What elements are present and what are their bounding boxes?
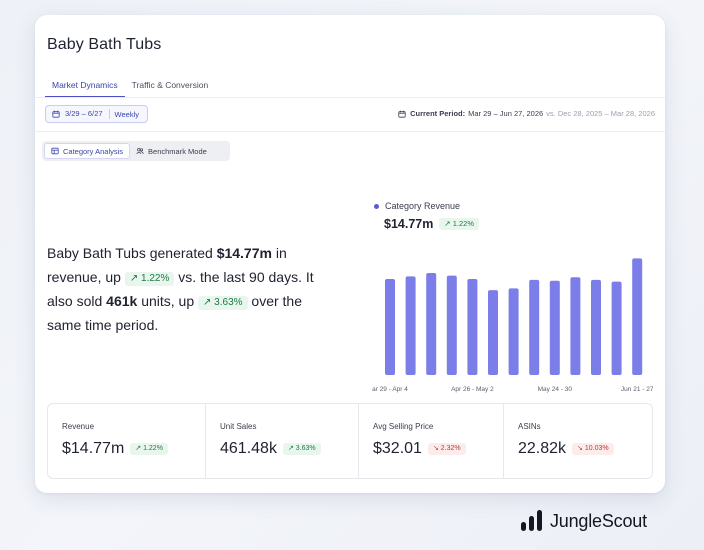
- revenue-bar: [488, 290, 498, 375]
- summary-part: over the same time period.: [47, 293, 303, 333]
- metric-change-badge: ↘ 2.32%: [427, 443, 466, 455]
- summary-part: vs. the last 90 days. It also sold: [47, 269, 314, 309]
- benchmark-mode-button[interactable]: Benchmark Mode: [130, 143, 213, 159]
- summary-units-change-badge: ↗ 3.63%: [198, 296, 248, 310]
- category-analysis-button[interactable]: Category Analysis: [44, 143, 131, 159]
- revenue-bar: [405, 276, 416, 375]
- chart-legend: Category Revenue: [374, 201, 460, 211]
- junglescout-logo-icon: [521, 510, 542, 531]
- table-icon: [51, 147, 59, 155]
- summary-part: Baby Bath Tubs generated: [47, 245, 217, 261]
- metric-value-row: 22.82k ↘ 10.03%: [518, 440, 614, 458]
- revenue-bar: [611, 281, 622, 375]
- metric-value-row: 461.48k ↗ 3.63%: [220, 440, 321, 458]
- metric-label: Avg Selling Price: [373, 422, 434, 431]
- category-analysis-label: Category Analysis: [63, 146, 124, 156]
- tab-market-dynamics[interactable]: Market Dynamics: [45, 77, 125, 98]
- date-range-picker[interactable]: 3/29 – 6/27 Weekly: [45, 105, 148, 123]
- metric-change-badge: ↗ 3.63%: [282, 443, 321, 455]
- revenue-bar: [632, 258, 643, 375]
- calendar-icon: [398, 110, 406, 118]
- filters-divider: [35, 131, 665, 132]
- tab-bar: Market Dynamics Traffic & Conversion: [45, 77, 215, 98]
- x-tick-label: ar 29 - Apr 4: [372, 386, 408, 393]
- metric-value: $14.77m: [62, 440, 125, 457]
- metrics-row: Revenue $14.77m ↗ 1.22% Unit Sales 461.4…: [47, 403, 653, 479]
- compare-period-value: vs. Dec 28, 2025 – Mar 28, 2026: [546, 109, 655, 118]
- revenue-bar: [467, 279, 478, 375]
- page-title: Baby Bath Tubs: [47, 36, 162, 53]
- metric-value: $32.01: [373, 440, 422, 457]
- summary-part: units, up: [137, 293, 199, 309]
- x-tick-label: Apr 26 - May 2: [451, 386, 494, 393]
- x-tick-label: May 24 - 30: [538, 386, 573, 393]
- metric-revenue: Revenue $14.77m ↗ 1.22%: [48, 404, 206, 478]
- revenue-bar: [549, 280, 560, 375]
- current-period-value: Mar 29 – Jun 27, 2026: [468, 109, 544, 118]
- brand-logo: JungleScout: [520, 509, 647, 533]
- metric-label: ASINs: [518, 422, 541, 431]
- brand-name: JungleScout: [550, 510, 647, 531]
- summary-text: Baby Bath Tubs generated $14.77m in reve…: [47, 241, 337, 337]
- metric-value: 461.48k: [220, 440, 277, 457]
- summary-units: 461k: [106, 293, 138, 309]
- metric-asins: ASINs 22.82k ↘ 10.03%: [504, 404, 652, 478]
- metric-value-row: $32.01 ↘ 2.32%: [373, 440, 466, 458]
- mode-toggle: Category Analysis Benchmark Mode: [42, 141, 230, 161]
- revenue-bar: [385, 279, 395, 375]
- summary-revenue: $14.77m: [216, 245, 272, 261]
- revenue-bar: [446, 275, 457, 375]
- chart-change-badge: ↗ 1.22%: [439, 218, 479, 230]
- metric-value: 22.82k: [518, 440, 567, 457]
- x-tick-label: Jun 21 - 27: [621, 386, 654, 393]
- revenue-bar-chart: ar 29 - Apr 4 Apr 26 - May 2 May 24 - 30 Ju…: [372, 258, 654, 393]
- metric-change-badge: ↗ 1.22%: [130, 443, 168, 455]
- metric-unit-sales: Unit Sales 461.48k ↗ 3.63%: [206, 404, 359, 478]
- revenue-bar: [570, 277, 581, 375]
- metric-label: Unit Sales: [220, 422, 257, 431]
- users-icon: [136, 148, 144, 155]
- chart-total: $14.77m: [384, 217, 434, 231]
- current-period-info: Current Period: Mar 29 – Jun 27, 2026 vs…: [398, 109, 655, 118]
- benchmark-mode-label: Benchmark Mode: [148, 146, 207, 156]
- metric-change-badge: ↘ 10.03%: [572, 443, 614, 455]
- legend-dot: [374, 203, 379, 209]
- metric-value-row: $14.77m ↗ 1.22%: [62, 440, 168, 458]
- revenue-bar: [591, 279, 601, 375]
- legend-label: Category Revenue: [385, 201, 461, 211]
- revenue-bar: [529, 279, 540, 375]
- metric-label: Revenue: [62, 422, 95, 431]
- revenue-bar: [508, 288, 519, 375]
- calendar-icon: [52, 110, 60, 118]
- revenue-bar: [426, 273, 437, 375]
- current-period-label: Current Period:: [410, 109, 466, 118]
- period-granularity: Weekly: [114, 109, 139, 119]
- date-range-value: 3/29 – 6/27: [65, 109, 110, 119]
- tab-traffic-conversion[interactable]: Traffic & Conversion: [131, 80, 209, 90]
- dashboard-card: Baby Bath Tubs Market Dynamics Traffic &…: [35, 15, 665, 493]
- summary-part: in revenue, up: [47, 245, 287, 285]
- chart-total-value: $14.77m ↗ 1.22%: [384, 217, 479, 231]
- summary-revenue-change-badge: ↗ 1.22%: [124, 272, 175, 286]
- metric-avg-selling-price: Avg Selling Price $32.01 ↘ 2.32%: [359, 404, 504, 478]
- tabs-divider: [35, 97, 665, 98]
